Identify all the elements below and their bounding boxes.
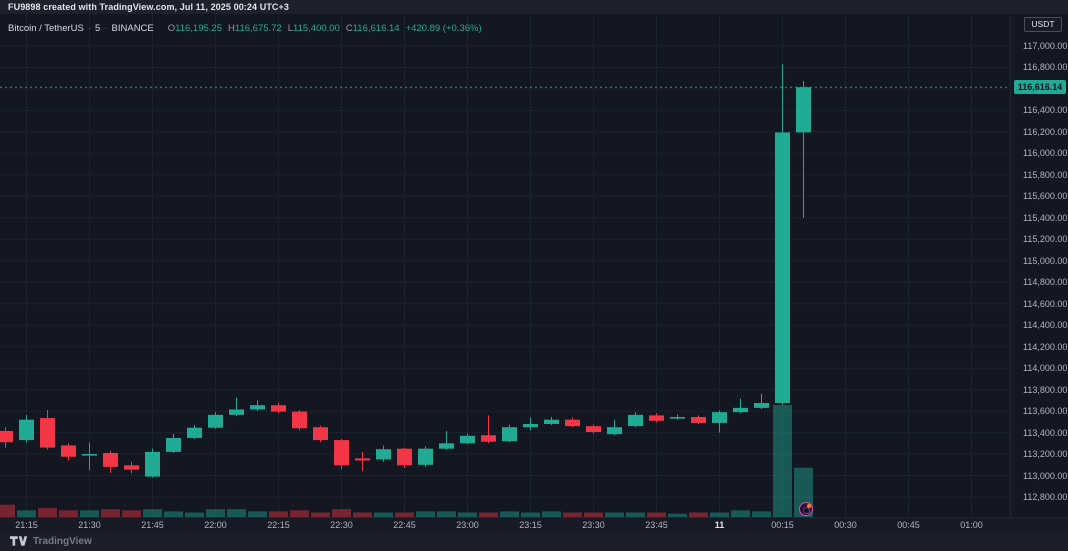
time-label: 01:00 <box>960 520 983 530</box>
ohlc-letter: C <box>345 23 353 34</box>
price-tick-label: 114,000.00 <box>1023 363 1068 374</box>
interval-label[interactable]: 5 <box>95 23 101 34</box>
price-tick-label: 116,000.00 <box>1023 148 1068 159</box>
price-tick-label: 116,400.00 <box>1023 105 1068 116</box>
time-label: 22:45 <box>393 520 416 530</box>
exchange-label[interactable]: BINANCE <box>111 23 154 34</box>
time-label: 23:45 <box>645 520 668 530</box>
price-tick-label: 114,800.00 <box>1023 277 1068 288</box>
bomb-emoji-sticker[interactable] <box>799 502 813 516</box>
price-tick-label: 116,200.00 <box>1023 126 1068 137</box>
price-tick-label: 114,400.00 <box>1023 320 1068 331</box>
time-label: 00:30 <box>834 520 857 530</box>
price-tick-label: 114,200.00 <box>1023 341 1068 352</box>
time-label: 21:30 <box>78 520 101 530</box>
time-label: 21:45 <box>141 520 164 530</box>
time-label: 22:00 <box>204 520 227 530</box>
last-price-badge: 116,616.14 <box>1014 80 1066 95</box>
price-tick-label: 114,600.00 <box>1023 298 1068 309</box>
ohlc-value: 116,675.72 <box>234 23 282 34</box>
price-tick-label: 115,800.00 <box>1023 169 1068 180</box>
price-tick-label: 113,200.00 <box>1023 449 1068 460</box>
time-label-date: 11 <box>714 520 725 530</box>
price-tick-label: 117,000.00 <box>1023 41 1068 51</box>
ohlc-values: O116,195.25 H116,675.72 L115,400.00 C116,61… <box>162 23 400 34</box>
time-label: 00:45 <box>897 520 920 530</box>
ohlc-value: 116,195.25 <box>175 23 222 34</box>
ohlc-value: 116,616.14 <box>352 23 400 34</box>
price-axis[interactable]: USDT 116,616.14 117,000.00 116,800.00 116,… <box>1010 14 1068 531</box>
bomb-icon <box>803 507 810 514</box>
time-label: 23:00 <box>456 520 479 530</box>
price-tick-label: 116,800.00 <box>1023 62 1068 73</box>
ohlc-letter: O <box>167 23 176 34</box>
price-tick-label: 115,200.00 <box>1023 234 1068 245</box>
price-tick-label: 113,400.00 <box>1023 427 1068 438</box>
change-value: +420.89 (+0.36%) <box>405 23 482 34</box>
time-label: 00:15 <box>771 520 794 530</box>
price-tick-label: 112,800.00 <box>1023 492 1068 502</box>
symbol-legend: Bitcoin / TetherUS · 5 · BINANCE O116,19… <box>8 22 482 35</box>
currency-toggle-button[interactable]: USDT <box>1024 17 1062 32</box>
tradingview-logo-icon[interactable] <box>10 535 28 547</box>
legend-separator: · <box>87 23 92 34</box>
attribution-bar: FU9898 created with TradingView.com, Jul… <box>0 0 1068 14</box>
symbol-title[interactable]: Bitcoin / TetherUS <box>8 23 84 34</box>
time-label: 23:30 <box>582 520 605 530</box>
price-tick-label: 113,000.00 <box>1023 470 1068 481</box>
footer-bar: TradingView <box>0 531 1068 551</box>
time-label: 22:15 <box>267 520 290 530</box>
price-tick-label: 115,400.00 <box>1023 212 1068 223</box>
price-tick-label: 115,600.00 <box>1023 191 1068 202</box>
attribution-text: FU9898 created with TradingView.com, Jul… <box>8 2 289 12</box>
bomb-spark-icon <box>807 504 811 508</box>
ohlc-letter: H <box>227 23 235 34</box>
time-label: 22:30 <box>330 520 353 530</box>
legend-separator: · <box>104 23 108 34</box>
price-tick-label: 113,600.00 <box>1023 406 1068 417</box>
price-tick-label: 113,800.00 <box>1023 384 1068 395</box>
ohlc-value: 115,400.00 <box>293 23 340 34</box>
ohlc-letter: L <box>287 23 293 34</box>
time-label: 21:15 <box>15 520 38 530</box>
time-label: 23:15 <box>519 520 542 530</box>
price-tick-label: 115,000.00 <box>1023 255 1068 266</box>
tradingview-logo-text[interactable]: TradingView <box>33 535 92 547</box>
time-axis[interactable]: 21:15 21:30 21:45 22:00 22:15 22:30 22:45 23:00… <box>0 517 1068 531</box>
